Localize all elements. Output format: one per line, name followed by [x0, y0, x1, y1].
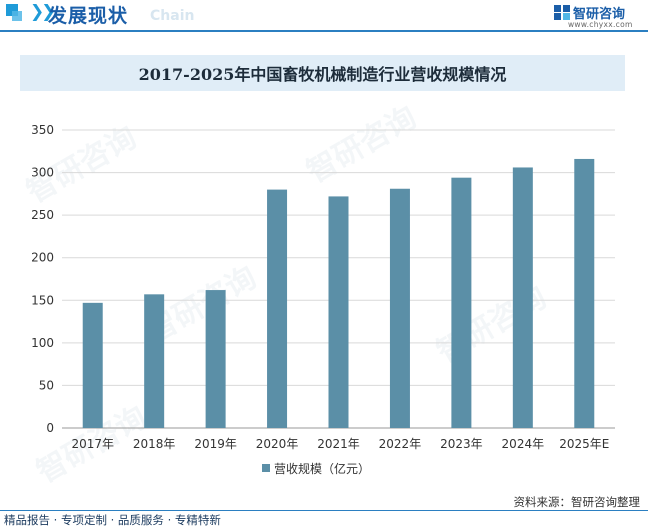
x-tick-label: 2024年 [502, 437, 545, 451]
x-tick-label: 2019年 [194, 437, 237, 451]
header-square-icon-2 [12, 11, 22, 21]
bar [82, 302, 103, 428]
bar [389, 188, 410, 428]
header-rule [0, 30, 648, 32]
x-tick-label: 2018年 [133, 437, 176, 451]
bar-chart: 0 50 100 150 200 250 300 350 2017年 2018年 2019年 2020… [31, 123, 615, 451]
chart-legend: 营收规模（亿元） [262, 460, 370, 476]
legend-swatch [262, 464, 270, 472]
x-tick-label: 2025年E [559, 437, 609, 451]
bar [512, 167, 533, 428]
brand-logo-icon [554, 5, 570, 20]
y-tick-label: 350 [31, 123, 54, 137]
y-tick-label: 100 [31, 336, 54, 350]
brand-logo: 智研咨询 www.chyxx.com [554, 3, 640, 29]
footer-rule [0, 510, 648, 511]
header-bar: ❯❯ 发展现状 Chain [0, 0, 648, 34]
header-ghost-text: Chain [150, 8, 195, 24]
x-tick-label: 2021年 [317, 437, 360, 451]
footer-tagline: 精品报告 · 专项定制 · 品质服务 · 专精特新 [4, 513, 221, 527]
chart-title: 2017-2025年中国畜牧机械制造行业营收规模情况 [138, 65, 507, 84]
bar [267, 189, 288, 428]
bar [328, 196, 349, 428]
y-tick-label: 150 [31, 293, 54, 307]
y-tick-label: 250 [31, 208, 54, 222]
x-tick-label: 2023年 [440, 437, 483, 451]
brand-url: www.chyxx.com [568, 20, 633, 29]
legend-label: 营收规模（亿元） [274, 461, 371, 476]
x-tick-label: 2020年 [256, 437, 299, 451]
x-tick-label: 2017年 [71, 437, 114, 451]
bar [205, 290, 226, 428]
bar [574, 158, 595, 428]
chart-title-box: 2017-2025年中国畜牧机械制造行业营收规模情况 [20, 55, 625, 91]
y-tick-label: 0 [46, 421, 54, 435]
source-note: 资料来源：智研咨询整理 [513, 495, 641, 509]
bar [451, 177, 472, 428]
y-tick-label: 300 [31, 166, 54, 180]
double-chevron-icon: ❯❯ [30, 2, 55, 22]
section-title: 发展现状 [48, 5, 129, 27]
x-tick-label: 2022年 [379, 437, 422, 451]
footer: 资料来源：智研咨询整理 精品报告 · 专项定制 · 品质服务 · 专精特新 [0, 494, 648, 528]
bar [144, 294, 165, 428]
brand-name: 智研咨询 [573, 7, 626, 22]
y-tick-label: 200 [31, 251, 54, 265]
y-tick-label: 50 [39, 378, 54, 392]
